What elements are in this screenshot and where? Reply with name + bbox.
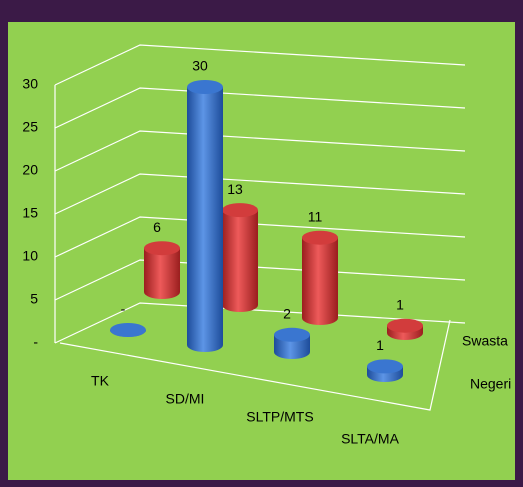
grid-line [54, 302, 466, 344]
x-tick-label: TK [91, 373, 110, 389]
cylinder-top [144, 241, 180, 256]
data-label: 13 [227, 181, 243, 197]
grid-line [54, 44, 466, 86]
legend-label: Negeri [470, 376, 511, 392]
grid-line [54, 173, 466, 215]
legend-label: Swasta [462, 333, 508, 349]
data-label: 1 [396, 296, 404, 312]
y-tick-label: 10 [22, 248, 38, 264]
cylinder-top [222, 203, 258, 218]
data-label: 11 [308, 208, 323, 224]
plot-panel [8, 22, 515, 480]
cylinder-top [302, 230, 338, 245]
grid-line [54, 216, 466, 258]
y-tick-label: 5 [30, 291, 38, 307]
grid-line [54, 130, 466, 172]
x-tick-label: SD/MI [166, 391, 205, 407]
cylinder [222, 210, 258, 312]
data-label: 6 [153, 219, 161, 235]
data-label: 1 [376, 337, 384, 353]
cylinder-top [274, 327, 310, 342]
cylinder-top [367, 359, 403, 374]
grid-line [54, 259, 466, 301]
y-tick-label: 15 [22, 205, 38, 221]
x-tick-label: SLTP/MTS [246, 409, 313, 425]
floor [59, 319, 451, 411]
cylinder-top [187, 80, 223, 94]
cylinder-top [110, 323, 146, 337]
data-label: - [121, 301, 126, 317]
cylinder [302, 237, 338, 325]
cylinder [187, 87, 223, 352]
cylinder [144, 248, 180, 299]
y-tick-label: - [33, 334, 38, 350]
grid-line [54, 87, 466, 129]
data-label: 2 [283, 306, 291, 322]
y-tick-label: 30 [22, 76, 38, 92]
cylinder-top [387, 318, 423, 333]
data-label: 30 [192, 58, 208, 74]
x-tick-label: SLTA/MA [341, 431, 399, 447]
y-tick-label: 25 [22, 119, 38, 135]
y-tick-label: 20 [22, 162, 38, 178]
